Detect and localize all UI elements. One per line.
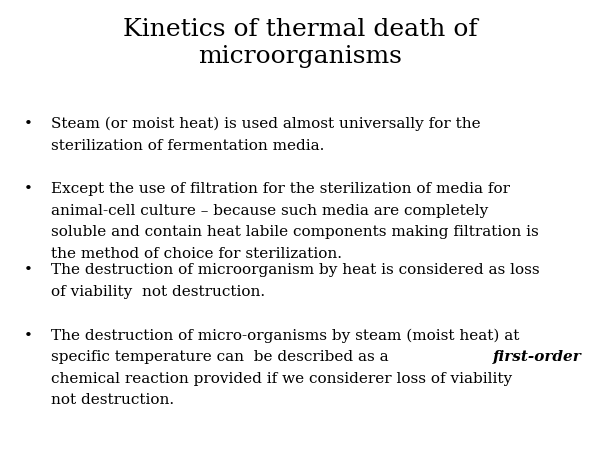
Text: •: • bbox=[24, 328, 33, 342]
Text: •: • bbox=[24, 117, 33, 131]
Text: first-order: first-order bbox=[493, 350, 581, 364]
Text: Steam (or moist heat) is used almost universally for the: Steam (or moist heat) is used almost uni… bbox=[51, 117, 481, 131]
Text: chemical reaction provided if we considerer loss of viability: chemical reaction provided if we conside… bbox=[51, 372, 512, 386]
Text: not destruction.: not destruction. bbox=[51, 393, 174, 407]
Text: Except the use of filtration for the sterilization of media for: Except the use of filtration for the ste… bbox=[51, 182, 510, 196]
Text: sterilization of fermentation media.: sterilization of fermentation media. bbox=[51, 139, 325, 153]
Text: The destruction of micro-organisms by steam (moist heat) at: The destruction of micro-organisms by st… bbox=[51, 328, 520, 343]
Text: •: • bbox=[24, 263, 33, 277]
Text: the method of choice for sterilization.: the method of choice for sterilization. bbox=[51, 247, 342, 261]
Text: •: • bbox=[24, 182, 33, 196]
Text: soluble and contain heat labile components making filtration is: soluble and contain heat labile componen… bbox=[51, 225, 539, 239]
Text: The destruction of microorganism by heat is considered as loss: The destruction of microorganism by heat… bbox=[51, 263, 539, 277]
Text: Kinetics of thermal death of
microorganisms: Kinetics of thermal death of microorgani… bbox=[122, 18, 478, 68]
Text: animal-cell culture – because such media are completely: animal-cell culture – because such media… bbox=[51, 204, 488, 218]
Text: specific temperature can  be described as a: specific temperature can be described as… bbox=[51, 350, 394, 364]
Text: of viability  not destruction.: of viability not destruction. bbox=[51, 285, 265, 299]
